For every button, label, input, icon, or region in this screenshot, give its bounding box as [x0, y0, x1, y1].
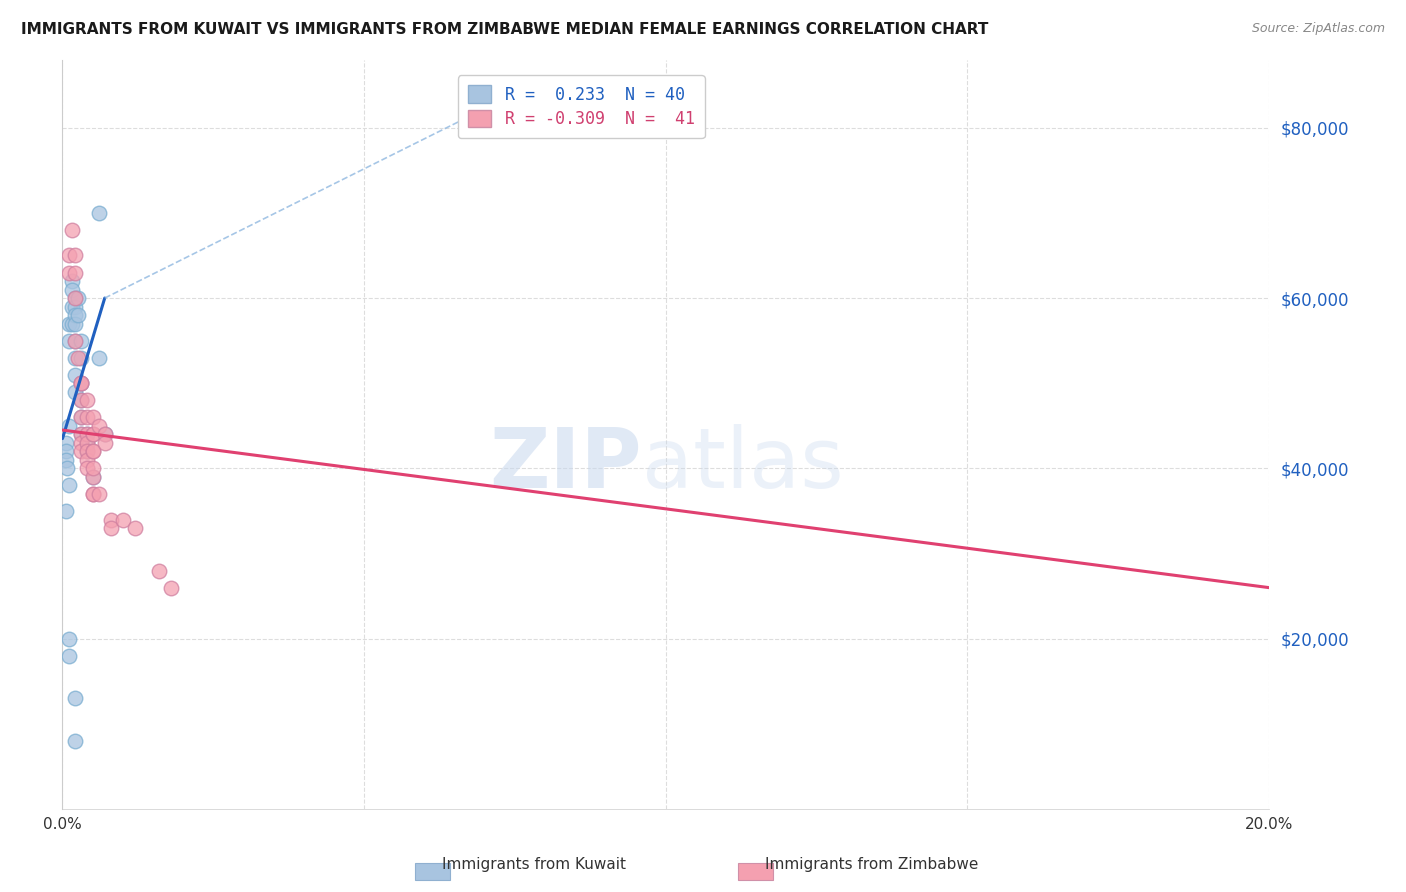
Point: [60, 223, 83, 237]
Point: [66, 291, 89, 305]
Point: [69, 376, 91, 391]
Text: Immigrants from Zimbabwe: Immigrants from Zimbabwe: [765, 857, 979, 872]
Point: [63, 291, 86, 305]
Point: [69, 427, 91, 442]
Point: [58, 478, 80, 492]
Point: [148, 564, 170, 578]
Point: [76, 453, 98, 467]
Point: [82, 427, 104, 442]
Point: [69, 393, 91, 408]
Point: [82, 410, 104, 425]
Point: [82, 427, 104, 442]
Point: [58, 648, 80, 663]
Text: ZIP: ZIP: [489, 424, 641, 505]
Point: [76, 427, 98, 442]
Point: [69, 410, 91, 425]
Point: [63, 334, 86, 348]
Point: [58, 266, 80, 280]
Point: [58, 317, 80, 331]
Point: [69, 410, 91, 425]
Point: [76, 393, 98, 408]
Point: [69, 444, 91, 458]
Point: [63, 317, 86, 331]
Point: [55, 453, 77, 467]
Point: [63, 266, 86, 280]
Point: [100, 521, 122, 535]
Point: [100, 512, 122, 526]
Point: [69, 435, 91, 450]
Point: [63, 300, 86, 314]
Point: [82, 461, 104, 475]
Text: Immigrants from Kuwait: Immigrants from Kuwait: [443, 857, 626, 872]
Point: [76, 444, 98, 458]
Point: [63, 308, 86, 322]
Point: [63, 291, 86, 305]
Point: [69, 351, 91, 365]
Point: [69, 376, 91, 391]
Point: [55, 504, 77, 518]
Point: [111, 512, 134, 526]
Point: [93, 427, 115, 442]
Point: [58, 248, 80, 262]
Point: [60, 317, 83, 331]
Point: [82, 487, 104, 501]
Point: [63, 691, 86, 706]
Point: [87, 351, 110, 365]
Point: [82, 487, 104, 501]
Point: [87, 418, 110, 433]
Point: [69, 376, 91, 391]
Point: [76, 435, 98, 450]
Point: [87, 487, 110, 501]
Point: [87, 206, 110, 220]
Point: [63, 734, 86, 748]
Point: [63, 351, 86, 365]
Point: [58, 418, 80, 433]
Point: [66, 351, 89, 365]
Point: [76, 435, 98, 450]
Point: [66, 308, 89, 322]
Point: [124, 521, 146, 535]
Point: [60, 300, 83, 314]
Point: [82, 444, 104, 458]
Legend: R =  0.233  N = 40, R = -0.309  N =  41: R = 0.233 N = 40, R = -0.309 N = 41: [458, 76, 704, 138]
Point: [55, 435, 77, 450]
Point: [82, 444, 104, 458]
Point: [93, 427, 115, 442]
Point: [63, 368, 86, 382]
Point: [58, 334, 80, 348]
Point: [76, 461, 98, 475]
Point: [93, 435, 115, 450]
Point: [60, 274, 83, 288]
Point: [69, 427, 91, 442]
Point: [76, 444, 98, 458]
Point: [58, 632, 80, 646]
Point: [82, 470, 104, 484]
Point: [76, 410, 98, 425]
Point: [56, 461, 79, 475]
Point: [63, 248, 86, 262]
Point: [82, 470, 104, 484]
Point: [55, 444, 77, 458]
Point: [60, 283, 83, 297]
Point: [63, 384, 86, 399]
Text: Source: ZipAtlas.com: Source: ZipAtlas.com: [1251, 22, 1385, 36]
Text: atlas: atlas: [641, 424, 844, 505]
Point: [76, 427, 98, 442]
Point: [160, 581, 183, 595]
Point: [63, 334, 86, 348]
Point: [69, 393, 91, 408]
Text: IMMIGRANTS FROM KUWAIT VS IMMIGRANTS FROM ZIMBABWE MEDIAN FEMALE EARNINGS CORREL: IMMIGRANTS FROM KUWAIT VS IMMIGRANTS FRO…: [21, 22, 988, 37]
Point: [69, 334, 91, 348]
